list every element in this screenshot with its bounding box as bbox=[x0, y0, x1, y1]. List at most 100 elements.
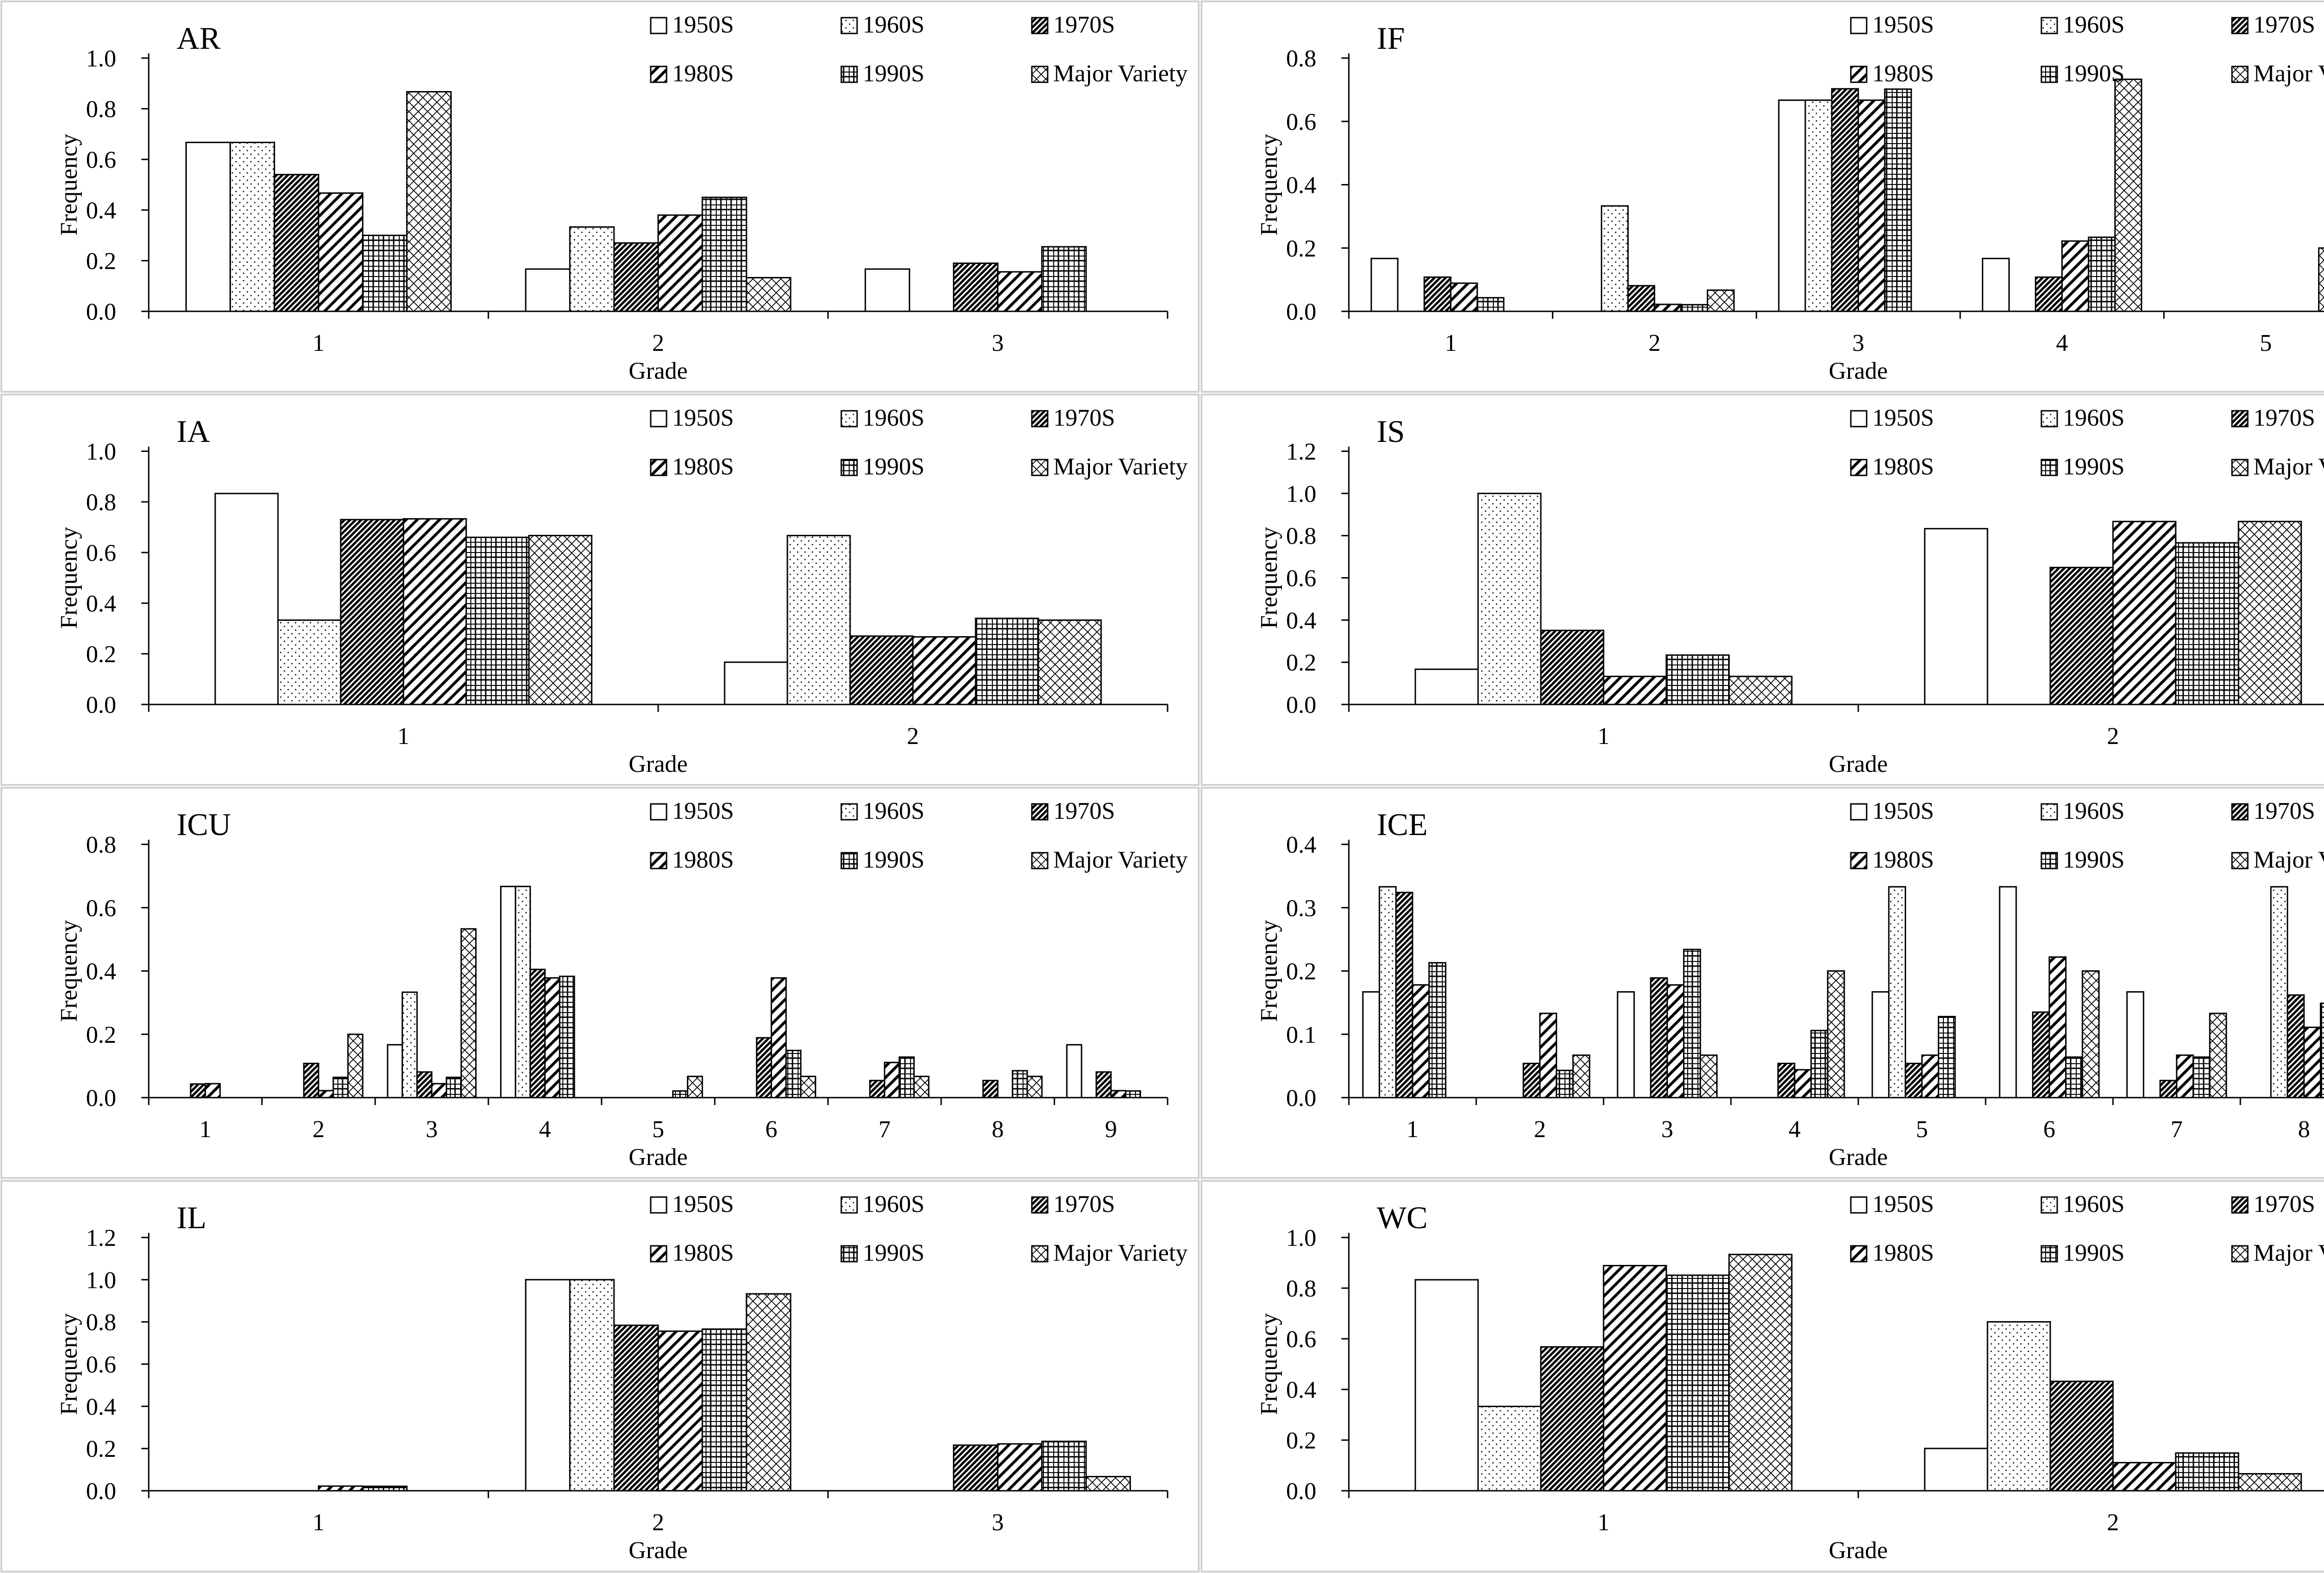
y-tick-label: 0.6 bbox=[86, 895, 116, 921]
legend-item-1980s: 1980S bbox=[1850, 1240, 1934, 1266]
chart-panel-ia: IA 0.0 0.2 0.4 0.6 0.8 1.0 Frequency 1 2 Grade 1950… bbox=[0, 394, 1200, 786]
legend-label: 1970S bbox=[1053, 12, 1115, 38]
bar-1990s-grade-6 bbox=[785, 1049, 802, 1099]
x-tick-label: 1 bbox=[1406, 1116, 1419, 1143]
bar-1970s-grade-6 bbox=[756, 1037, 772, 1099]
bar-1970s-grade-2 bbox=[2049, 566, 2114, 705]
bar-1980s-grade-1 bbox=[1603, 676, 1667, 705]
bar-1970s-grade-2 bbox=[613, 242, 659, 312]
y-tick-label: 0.8 bbox=[86, 1310, 116, 1336]
legend-label: 1970S bbox=[2253, 798, 2315, 824]
bar-1950s-grade-3 bbox=[1617, 991, 1635, 1099]
x-tick-label: 9 bbox=[1105, 1116, 1117, 1143]
bar-1960s-grade-3 bbox=[402, 991, 418, 1099]
bar-1970s-grade-7 bbox=[869, 1079, 885, 1099]
legend-label: 1990S bbox=[863, 847, 924, 873]
y-tick-label: 0.2 bbox=[86, 1436, 116, 1462]
bar-1970s-grade-1 bbox=[340, 519, 404, 705]
legend-swatch bbox=[840, 1196, 858, 1214]
legend-swatch bbox=[2231, 459, 2249, 476]
bar-1970s-grade-1 bbox=[1540, 1346, 1604, 1492]
bar-1950s-grade-4 bbox=[1981, 257, 2010, 312]
bar-1980s-grade-5 bbox=[1921, 1054, 1940, 1099]
legend-swatch bbox=[2040, 459, 2058, 476]
chart-panel-ice: ICE 0.0 0.1 0.2 0.3 0.4 Frequency 1 2 3 4 5 6 7 8 Grade… bbox=[1201, 787, 2324, 1179]
legend-swatch bbox=[1850, 459, 1868, 476]
legend-label: 1950S bbox=[1872, 798, 1934, 824]
legend-item-1970s: 1970S bbox=[1031, 798, 1115, 824]
bar-1980s-grade-7 bbox=[884, 1061, 900, 1099]
bar-1990s-grade-2 bbox=[2175, 542, 2239, 705]
x-tick-label: 6 bbox=[2043, 1116, 2055, 1143]
y-tick-label: 0.1 bbox=[1286, 1022, 1316, 1048]
y-tick-label: 0.0 bbox=[86, 1478, 116, 1505]
legend-item-1960s: 1960S bbox=[840, 798, 924, 824]
bar-major-variety-grade-6 bbox=[800, 1075, 817, 1099]
legend-swatch bbox=[2231, 1245, 2249, 1263]
y-tick-label: 1.0 bbox=[1286, 481, 1316, 507]
bar-1970s-grade-3 bbox=[953, 1444, 999, 1492]
x-tick-label: 1 bbox=[1445, 330, 1457, 356]
y-axis-label: Frequency bbox=[56, 134, 82, 236]
bar-1980s-grade-1 bbox=[317, 1485, 363, 1492]
y-tick-label: 0.2 bbox=[1286, 1428, 1316, 1454]
x-tick-label: 8 bbox=[2298, 1116, 2310, 1143]
y-tick-label: 0.2 bbox=[1286, 650, 1316, 676]
x-tick-label: 1 bbox=[199, 1116, 211, 1143]
x-axis-label: Grade bbox=[628, 1144, 687, 1171]
y-tick-label: 1.0 bbox=[86, 439, 116, 465]
chart-title: ICE bbox=[1377, 807, 1428, 842]
bar-major-variety-grade-1 bbox=[528, 534, 593, 705]
bar-1980s-grade-8 bbox=[2303, 1027, 2322, 1099]
legend-label: 1970S bbox=[1053, 405, 1115, 431]
bar-1970s-grade-5 bbox=[1904, 1062, 1923, 1099]
x-tick-label: 3 bbox=[1661, 1116, 1673, 1143]
legend-swatch bbox=[650, 410, 667, 428]
bar-1980s-grade-2 bbox=[1539, 1013, 1558, 1099]
chart-panel-il: IL 0.0 0.2 0.4 0.6 0.8 1.0 1.2 Frequency 1 2 3 Grade… bbox=[0, 1180, 1200, 1573]
bar-1970s-grade-2 bbox=[2049, 1381, 2114, 1492]
legend-swatch bbox=[1031, 1245, 1049, 1263]
bar-1990s-grade-4 bbox=[559, 975, 575, 1099]
legend-swatch bbox=[650, 66, 667, 83]
bar-1990s-grade-5 bbox=[1938, 1016, 1956, 1099]
legend-item-1980s: 1980S bbox=[650, 60, 734, 87]
y-tick-label: 1.0 bbox=[86, 46, 116, 72]
legend-label: 1990S bbox=[2063, 60, 2125, 87]
legend-swatch bbox=[650, 803, 667, 821]
legend-item-1970s: 1970S bbox=[1031, 12, 1115, 38]
legend-swatch bbox=[2231, 17, 2249, 34]
legend-swatch bbox=[1850, 1196, 1868, 1214]
legend-item-1960s: 1960S bbox=[840, 1191, 924, 1218]
x-axis-label: Grade bbox=[1829, 1537, 1888, 1564]
legend-item-1970s: 1970S bbox=[2231, 12, 2315, 38]
legend-swatch bbox=[1850, 803, 1868, 821]
bar-1980s-grade-2 bbox=[2112, 1462, 2177, 1492]
y-tick-label: 0.6 bbox=[86, 1352, 116, 1378]
bar-1970s-grade-9 bbox=[1096, 1071, 1112, 1099]
bar-1990s-grade-2 bbox=[1680, 304, 1709, 312]
chart-title: IF bbox=[1377, 20, 1405, 56]
x-tick-label: 2 bbox=[1534, 1116, 1546, 1143]
x-tick-label: 3 bbox=[1852, 330, 1864, 356]
legend-item-1950s: 1950S bbox=[1850, 405, 1934, 431]
bar-1980s-grade-4 bbox=[1794, 1069, 1812, 1099]
x-tick-label: 1 bbox=[312, 330, 324, 356]
bar-1970s-grade-3 bbox=[416, 1071, 433, 1099]
legend-label: 1970S bbox=[2253, 12, 2315, 38]
bar-1950s-grade-7 bbox=[2126, 991, 2145, 1099]
bar-major-variety-grade-1 bbox=[1728, 1254, 1793, 1492]
legend-label: 1980S bbox=[672, 847, 734, 873]
legend-label: 1950S bbox=[1872, 1191, 1934, 1218]
bar-1990s-grade-2 bbox=[975, 618, 1039, 705]
legend-swatch bbox=[2040, 1196, 2058, 1214]
legend-item-1960s: 1960S bbox=[2040, 798, 2125, 824]
bar-major-variety-grade-8 bbox=[1026, 1075, 1043, 1099]
legend-swatch bbox=[1850, 1245, 1868, 1263]
bar-1990s-grade-2 bbox=[701, 1328, 747, 1492]
legend-swatch bbox=[2040, 803, 2058, 821]
y-tick-label: 0.2 bbox=[1286, 236, 1316, 262]
chart-title: AR bbox=[177, 20, 221, 56]
bar-1950s-grade-5 bbox=[1871, 991, 1890, 1099]
